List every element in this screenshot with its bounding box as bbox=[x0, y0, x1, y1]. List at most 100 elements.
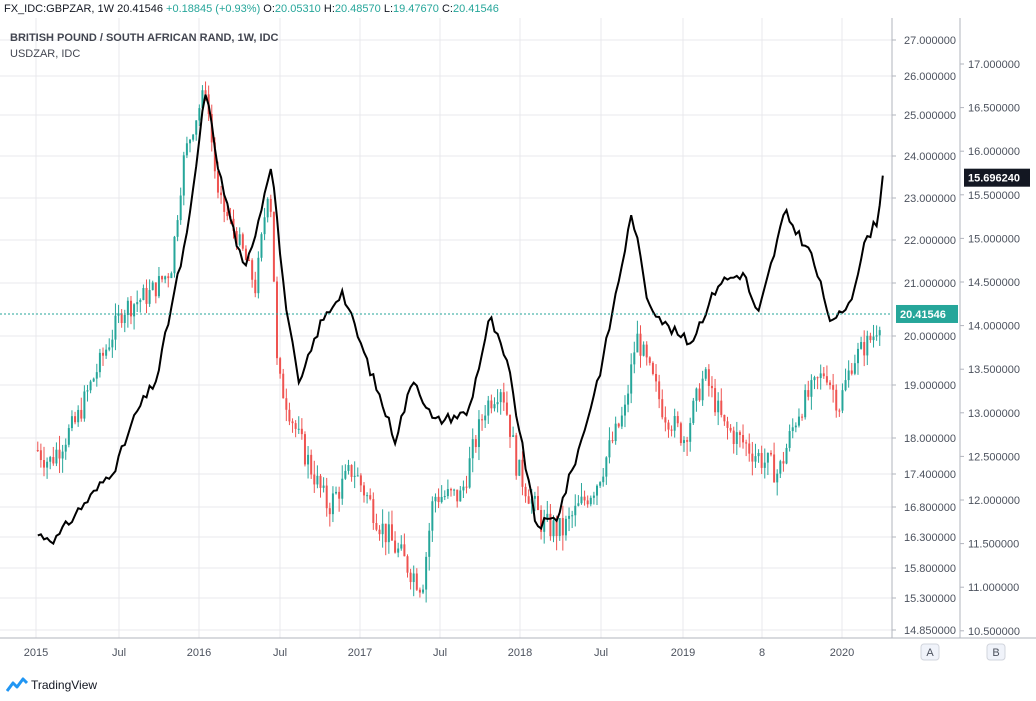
candle bbox=[151, 280, 154, 291]
candle bbox=[552, 515, 555, 543]
candle bbox=[98, 348, 101, 378]
symbol-label[interactable]: FX_IDC:GBPZAR, 1W bbox=[4, 3, 115, 15]
candle bbox=[468, 446, 471, 489]
candle bbox=[288, 402, 291, 426]
candle bbox=[829, 380, 832, 390]
left-axis-tick-label: 15.800000 bbox=[904, 563, 956, 575]
left-axis-tick-label: 19.000000 bbox=[904, 380, 956, 392]
compare-last-price-badge: 15.696240 bbox=[964, 168, 1030, 187]
candle bbox=[443, 490, 446, 501]
candle bbox=[785, 443, 788, 465]
candle bbox=[710, 376, 713, 398]
candle bbox=[390, 510, 393, 541]
candle bbox=[238, 227, 241, 247]
candle bbox=[195, 120, 198, 141]
candle bbox=[599, 481, 602, 488]
candle bbox=[810, 374, 813, 410]
candle bbox=[499, 389, 502, 415]
candle bbox=[241, 232, 244, 251]
tradingview-brand-label[interactable]: TradingView bbox=[31, 678, 98, 692]
close-label: C: bbox=[441, 3, 453, 15]
candle bbox=[285, 388, 288, 422]
candle bbox=[751, 441, 754, 476]
time-axis-tick-label: 2016 bbox=[187, 647, 211, 659]
candle bbox=[496, 389, 499, 413]
candle bbox=[819, 364, 822, 390]
candle bbox=[297, 416, 300, 434]
candle bbox=[362, 482, 365, 503]
candle bbox=[344, 464, 347, 480]
candle bbox=[95, 363, 98, 387]
left-axis-tick-label: 14.850000 bbox=[904, 625, 956, 637]
candle bbox=[359, 473, 362, 493]
candle bbox=[313, 460, 316, 493]
candle bbox=[788, 424, 791, 452]
candle bbox=[453, 488, 456, 496]
candle bbox=[220, 185, 223, 204]
right-axis-tick-label: 17.000000 bbox=[968, 59, 1020, 71]
candle bbox=[816, 376, 819, 390]
candle bbox=[319, 474, 322, 498]
candle bbox=[279, 356, 282, 379]
svg-text:A: A bbox=[926, 647, 934, 659]
candle bbox=[701, 370, 704, 406]
candle bbox=[282, 368, 285, 399]
open-value: 20.05310 bbox=[274, 3, 321, 15]
candle bbox=[356, 467, 359, 477]
candle bbox=[303, 431, 306, 467]
price-chart[interactable]: 27.000000 26.000000 25.000000 24.000000 23.0… bbox=[0, 18, 1036, 668]
candle bbox=[182, 151, 185, 206]
right-axis-tick-label: 15.000000 bbox=[968, 233, 1020, 245]
candle bbox=[70, 410, 73, 432]
candle bbox=[223, 194, 226, 223]
candle bbox=[266, 197, 269, 223]
tradingview-logo-icon[interactable] bbox=[6, 677, 28, 693]
candle bbox=[133, 303, 136, 330]
left-axis-tick-label: 23.000000 bbox=[904, 193, 956, 205]
candle bbox=[366, 492, 369, 504]
candle bbox=[254, 271, 257, 298]
candle bbox=[89, 379, 92, 394]
footer: TradingView bbox=[0, 668, 1036, 701]
candle bbox=[260, 232, 263, 262]
right-axis-tick-label: 10.500000 bbox=[968, 626, 1020, 638]
candle bbox=[493, 397, 496, 412]
candle bbox=[686, 436, 689, 456]
candle bbox=[760, 445, 763, 475]
candle bbox=[117, 304, 120, 324]
candle bbox=[801, 413, 804, 421]
candle bbox=[474, 435, 477, 453]
high-label: H: bbox=[323, 3, 335, 15]
candle bbox=[300, 418, 303, 440]
candle bbox=[651, 361, 654, 376]
candle bbox=[745, 439, 748, 457]
compare-series-legend[interactable]: USDZAR, IDC bbox=[10, 48, 81, 60]
candle bbox=[794, 422, 797, 433]
candle bbox=[325, 477, 328, 517]
candle bbox=[189, 138, 192, 153]
right-axis-tick-label: 16.500000 bbox=[968, 103, 1020, 115]
candle bbox=[335, 486, 338, 495]
candle bbox=[589, 495, 592, 507]
time-axis-tick-label: Jul bbox=[433, 647, 447, 659]
open-label: O: bbox=[263, 3, 275, 15]
right-axis-tick-label: 13.500000 bbox=[968, 364, 1020, 376]
candle bbox=[580, 483, 583, 505]
candle bbox=[462, 480, 465, 498]
candle bbox=[341, 465, 344, 505]
candle bbox=[860, 336, 863, 350]
candle bbox=[269, 194, 272, 218]
candle bbox=[369, 488, 372, 501]
chart-grid bbox=[0, 18, 892, 638]
candle bbox=[481, 414, 484, 431]
time-axis-tick-label: Jul bbox=[112, 647, 126, 659]
candle bbox=[465, 475, 468, 494]
candle bbox=[490, 394, 493, 414]
candle bbox=[515, 432, 518, 480]
candle bbox=[347, 459, 350, 475]
right-axis-tick-label: 12.500000 bbox=[968, 451, 1020, 463]
candle bbox=[540, 505, 543, 540]
candle bbox=[776, 469, 779, 496]
candle bbox=[779, 459, 782, 479]
main-series-legend[interactable]: BRITISH POUND / SOUTH AFRICAN RAND, 1W, … bbox=[10, 32, 279, 44]
